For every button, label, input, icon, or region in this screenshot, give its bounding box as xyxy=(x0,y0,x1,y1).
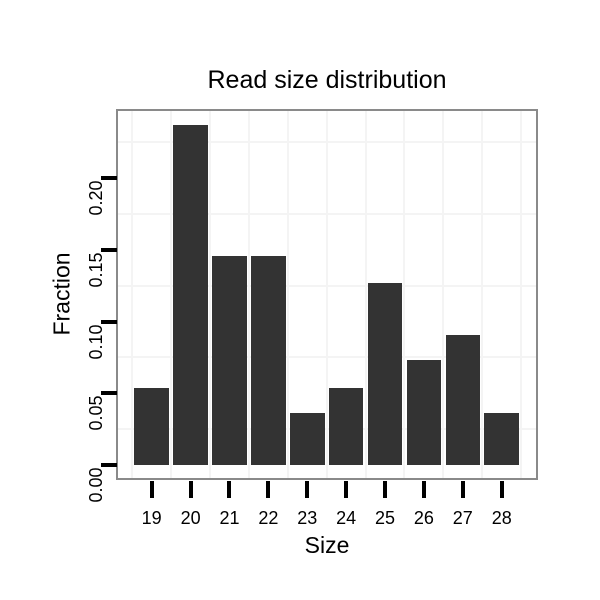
x-axis-tick xyxy=(383,481,388,498)
x-axis-tick xyxy=(188,481,193,498)
bar-size-27 xyxy=(445,334,481,465)
minor-gridline-vertical xyxy=(131,111,134,478)
minor-gridline-vertical xyxy=(247,111,250,478)
minor-gridline-vertical xyxy=(325,111,328,478)
x-tick-label: 22 xyxy=(258,508,279,528)
x-tick-label: 21 xyxy=(219,508,240,528)
bar-size-26 xyxy=(406,360,442,465)
y-tick-label: 0.15 xyxy=(86,252,106,288)
bar-size-23 xyxy=(289,413,325,465)
x-axis-tick xyxy=(149,481,154,498)
bar-size-22 xyxy=(251,255,286,465)
minor-gridline-vertical xyxy=(481,111,484,478)
x-tick-label: 24 xyxy=(336,508,357,528)
minor-gridline-vertical xyxy=(442,111,445,478)
x-axis-tick xyxy=(266,481,271,498)
x-axis-title: Size xyxy=(304,532,350,558)
bar-size-24 xyxy=(328,387,364,465)
x-axis-tick xyxy=(305,481,310,498)
minor-gridline-vertical xyxy=(286,111,289,478)
minor-gridline-vertical xyxy=(170,111,173,478)
y-axis-tick xyxy=(101,247,117,252)
x-axis-tick xyxy=(227,481,232,498)
x-tick-label: 26 xyxy=(413,508,434,528)
bar-size-20 xyxy=(173,125,208,465)
bar-size-28 xyxy=(484,413,519,465)
bar-size-25 xyxy=(367,282,403,465)
bar-size-19 xyxy=(134,387,169,465)
chart-title: Read size distribution xyxy=(207,66,447,94)
minor-gridline-vertical xyxy=(520,111,523,478)
x-tick-label: 27 xyxy=(452,508,473,528)
minor-gridline-vertical xyxy=(403,111,406,478)
y-tick-label: 0.05 xyxy=(86,395,106,431)
y-tick-label: 0.10 xyxy=(86,324,106,360)
x-axis-tick xyxy=(421,481,426,498)
minor-gridline-vertical xyxy=(364,111,367,478)
y-axis-tick xyxy=(101,176,117,181)
y-axis-tick xyxy=(101,319,117,324)
x-tick-label: 19 xyxy=(141,508,162,528)
y-axis-title: Fraction xyxy=(48,252,75,336)
y-axis-tick xyxy=(101,463,117,467)
x-axis-tick xyxy=(460,481,465,498)
minor-gridline-vertical xyxy=(209,111,212,478)
x-axis-tick xyxy=(499,481,504,498)
y-tick-label: 0.20 xyxy=(86,180,106,216)
y-axis-tick xyxy=(101,391,117,396)
x-tick-label: 25 xyxy=(375,508,396,528)
bar-size-21 xyxy=(212,255,247,465)
x-tick-label: 23 xyxy=(297,508,318,528)
x-tick-label: 20 xyxy=(180,508,201,528)
plot-panel xyxy=(116,109,538,480)
x-axis-tick xyxy=(344,481,349,498)
x-tick-label: 28 xyxy=(491,508,512,528)
y-tick-label: 0.00 xyxy=(86,467,106,503)
